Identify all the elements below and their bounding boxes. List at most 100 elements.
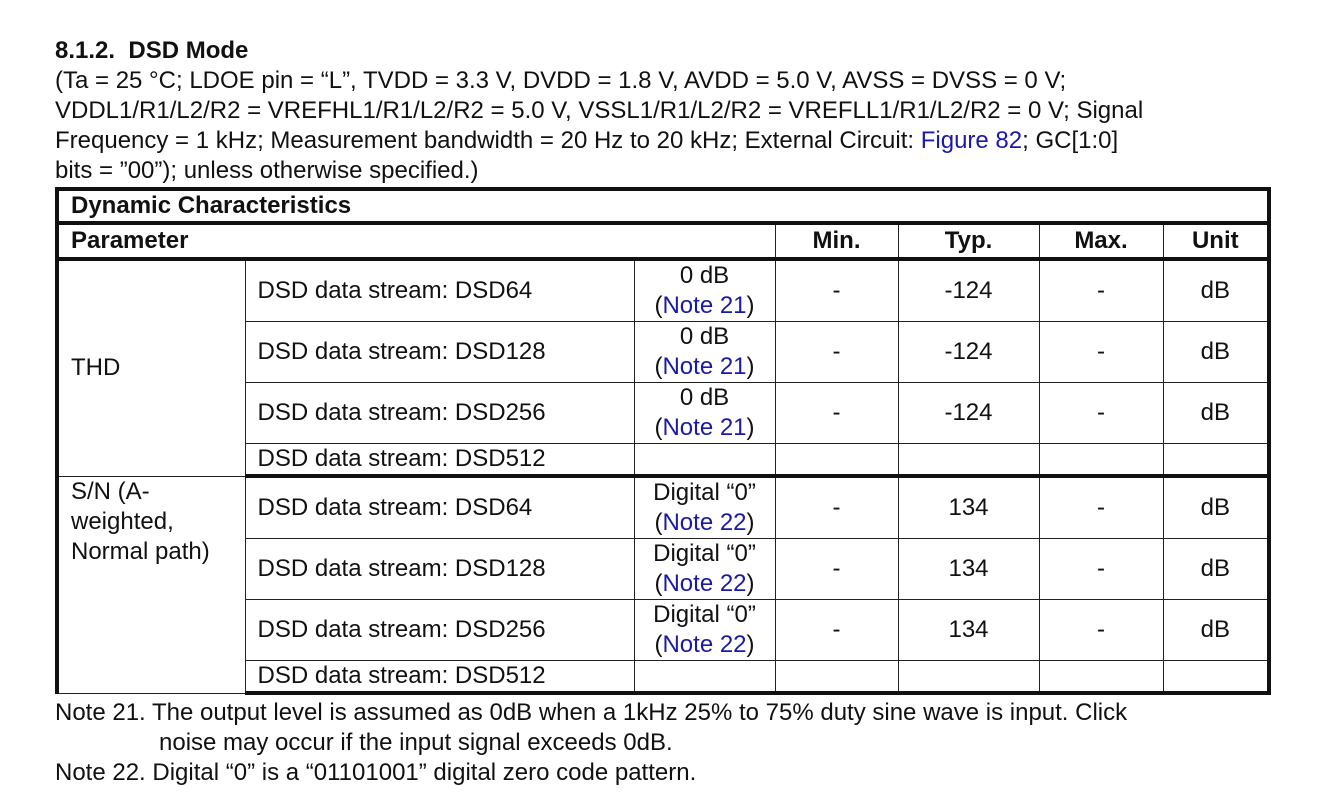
conditions-line-3: Frequency = 1 kHz; Measurement bandwidth… — [55, 126, 1285, 156]
stream-cell: DSD data stream: DSD256 — [244, 599, 635, 661]
condition-cell — [633, 660, 776, 695]
paren-open: ( — [654, 631, 663, 658]
section-number: 8.1.2. — [55, 37, 116, 64]
min-cell: - — [774, 382, 899, 444]
sn-label-line-2: weighted, — [71, 507, 174, 535]
conditions-line-4: bits = ”00”); unless otherwise specified… — [55, 157, 479, 184]
paren-open: ( — [654, 353, 663, 380]
table-caption: Dynamic Characteristics — [54, 187, 1272, 225]
footnotes: Note 21. The output level is assumed as … — [55, 698, 1285, 788]
condition-text: Digital “0” — [653, 479, 756, 506]
typ-cell: -124 — [897, 258, 1040, 322]
paren-open: ( — [654, 509, 663, 536]
sn-label: S/N (A-weighted, Normal path) — [55, 475, 246, 694]
condition-cell: 0 dB (Note 21) — [633, 321, 776, 383]
condition-cell: 0 dB (Note 21) — [633, 258, 776, 322]
thd-label: THD — [55, 258, 246, 477]
typ-cell: 134 — [897, 475, 1040, 539]
note-21-link[interactable]: Note 21 — [662, 353, 747, 380]
condition-cell — [633, 443, 776, 478]
max-cell — [1038, 660, 1164, 695]
document-page: 8.1.2. DSD Mode (Ta = 25 °C; LDOE pin = … — [54, 36, 1285, 788]
note-22-link[interactable]: Note 22 — [662, 631, 747, 658]
condition-cell: Digital “0” (Note 22) — [633, 599, 776, 661]
paren-open: ( — [654, 570, 663, 597]
condition-text: Digital “0” — [653, 601, 756, 628]
paren-close: ) — [746, 292, 755, 319]
min-cell — [774, 660, 899, 695]
paren-close: ) — [746, 509, 755, 536]
sn-label-line-1: S/N (A- — [71, 477, 150, 505]
unit-cell: dB — [1162, 382, 1272, 444]
stream-cell: DSD data stream: DSD256 — [244, 382, 635, 444]
paren-close: ) — [746, 570, 755, 597]
unit-cell: dB — [1162, 475, 1272, 539]
typ-cell: 134 — [897, 538, 1040, 600]
typ-cell — [897, 443, 1040, 478]
test-conditions: (Ta = 25 °C; LDOE pin = “L”, TVDD = 3.3 … — [55, 66, 1285, 186]
unit-cell: dB — [1162, 321, 1272, 383]
min-cell — [774, 443, 899, 478]
max-cell: - — [1038, 475, 1164, 539]
note-21-line-1: Note 21. The output level is assumed as … — [55, 699, 1128, 726]
stream-cell: DSD data stream: DSD64 — [244, 475, 635, 539]
unit-cell — [1162, 443, 1272, 478]
max-cell: - — [1038, 321, 1164, 383]
table-row: DSD data stream: DSD512 — [57, 443, 1272, 478]
paren-close: ) — [746, 353, 755, 380]
sn-label-line-3: Normal path) — [71, 537, 210, 565]
table-row: DSD data stream: DSD512 — [57, 660, 1272, 695]
note-22-link[interactable]: Note 22 — [662, 509, 747, 536]
conditions-line-2: VDDL1/R1/L2/R2 = VREFHL1/R1/L2/R2 = 5.0 … — [55, 97, 1144, 124]
typ-cell: 134 — [897, 599, 1040, 661]
min-cell: - — [774, 475, 899, 539]
note-22: Note 22. Digital “0” is a “01101001” dig… — [55, 759, 697, 786]
stream-cell: DSD data stream: DSD512 — [244, 443, 635, 478]
typ-cell: -124 — [897, 382, 1040, 444]
unit-cell — [1162, 660, 1272, 695]
max-cell: - — [1038, 538, 1164, 600]
stream-cell: DSD data stream: DSD512 — [244, 660, 635, 695]
note-21-line-2: noise may occur if the input signal exce… — [159, 729, 673, 756]
conditions-line-3-text: Frequency = 1 kHz; Measurement bandwidth… — [55, 127, 921, 154]
header-max: Max. — [1038, 222, 1164, 261]
stream-cell: DSD data stream: DSD128 — [244, 321, 635, 383]
header-unit: Unit — [1162, 222, 1272, 261]
note-21: Note 21. The output level is assumed as … — [55, 698, 1285, 758]
note-21-link[interactable]: Note 21 — [662, 414, 747, 441]
table-row: DSD data stream: DSD128 0 dB (Note 21) - … — [57, 321, 1272, 383]
min-cell: - — [774, 599, 899, 661]
condition-text: Digital “0” — [653, 540, 756, 567]
table-row: THD DSD data stream: DSD64 0 dB (Note 21)… — [55, 258, 1272, 477]
section-title: DSD Mode — [128, 37, 249, 64]
min-cell: - — [774, 538, 899, 600]
condition-cell: Digital “0” (Note 22) — [633, 538, 776, 600]
paren-open: ( — [654, 292, 663, 319]
condition-text: 0 dB — [679, 384, 730, 411]
note-22-link[interactable]: Note 22 — [662, 570, 747, 597]
max-cell — [1038, 443, 1164, 478]
condition-cell: 0 dB (Note 21) — [633, 382, 776, 444]
figure-82-link[interactable]: Figure 82 — [920, 127, 1023, 154]
header-parameter: Parameter — [55, 222, 776, 261]
note-21-link[interactable]: Note 21 — [662, 292, 747, 319]
paren-close: ) — [746, 414, 755, 441]
condition-text: 0 dB — [679, 323, 730, 350]
typ-cell — [897, 660, 1040, 695]
conditions-line-1: (Ta = 25 °C; LDOE pin = “L”, TVDD = 3.3 … — [55, 67, 1067, 94]
paren-close: ) — [746, 631, 755, 658]
min-cell: - — [774, 321, 899, 383]
condition-cell: Digital “0” (Note 22) — [633, 475, 776, 539]
unit-cell: dB — [1162, 258, 1272, 322]
stream-cell: DSD data stream: DSD128 — [244, 538, 635, 600]
conditions-line-3-tail: ; GC[1:0] — [1022, 127, 1119, 154]
table-row: DSD data stream: DSD256 Digital “0” (Note… — [57, 599, 1272, 661]
table-row: S/N (A-weighted, Normal path) DSD data st… — [55, 475, 1272, 694]
unit-cell: dB — [1162, 599, 1272, 661]
header-min: Min. — [774, 222, 899, 261]
min-cell: - — [774, 258, 899, 322]
max-cell: - — [1038, 382, 1164, 444]
paren-open: ( — [654, 414, 663, 441]
header-typ: Typ. — [897, 222, 1040, 261]
table-row: DSD data stream: DSD256 0 dB (Note 21) - … — [57, 382, 1272, 444]
